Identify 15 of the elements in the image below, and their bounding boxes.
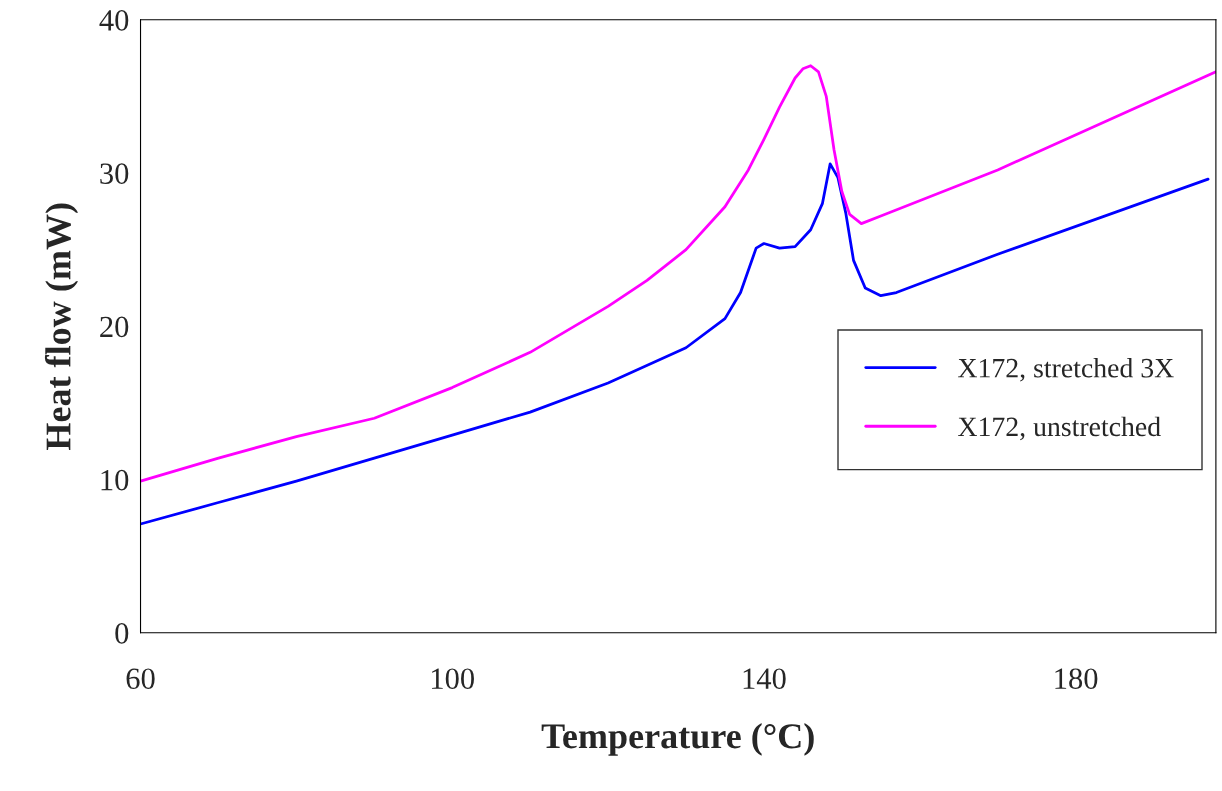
x-axis-title: Temperature (°C) <box>541 723 814 756</box>
legend-label: X172, unstretched <box>958 416 1161 441</box>
x-tick-label: 140 <box>743 668 786 690</box>
legend-label: X172, stretched 3X <box>958 357 1174 382</box>
y-tick-label: 40 <box>99 10 129 31</box>
x-tick-label: 60 <box>126 668 155 690</box>
y-tick-label: 10 <box>101 469 129 491</box>
line-series <box>140 64 1216 483</box>
line-series <box>140 162 1210 526</box>
y-axis-title: Heat flow (mW) <box>44 203 79 451</box>
x-tick-label: 100 <box>432 668 474 690</box>
y-tick-label: 30 <box>100 163 129 184</box>
y-tick-label: 0 <box>115 623 129 644</box>
y-tick-label: 20 <box>100 316 129 338</box>
x-tick-label: 180 <box>1055 668 1098 690</box>
